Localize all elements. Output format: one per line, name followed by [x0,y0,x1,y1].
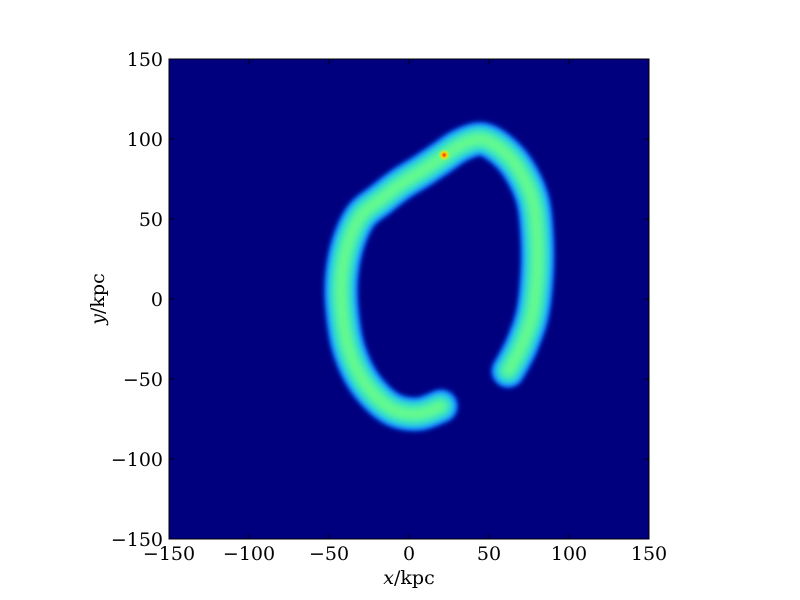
y-tick-label: −100 [111,449,163,471]
y-tick-label: 100 [127,129,163,151]
x-tick-label: 0 [403,543,415,565]
y-axis-label: y/kpc [87,273,109,325]
y-tick-label: −50 [123,369,163,391]
x-tick-label: −50 [309,543,349,565]
x-tick-label: 150 [631,543,667,565]
x-tick-label: −150 [143,543,195,565]
stream-core [336,134,543,419]
density-stream [324,121,555,432]
density-peak [438,149,451,161]
x-tick-label: 100 [551,543,587,565]
x-tick-label: −100 [223,543,275,565]
y-tick-label: −150 [111,529,163,551]
y-tick-label: 150 [127,49,163,71]
x-axis-label: x/kpc [383,567,434,589]
axis-ticks: −150 −100 −50 0 50 100 150 −150 −100 −50 0 50 100 150 [111,49,667,565]
y-tick-label: 0 [151,289,163,311]
y-tick-label: 50 [139,209,163,231]
plot-background [169,59,649,539]
x-tick-label: 50 [477,543,501,565]
